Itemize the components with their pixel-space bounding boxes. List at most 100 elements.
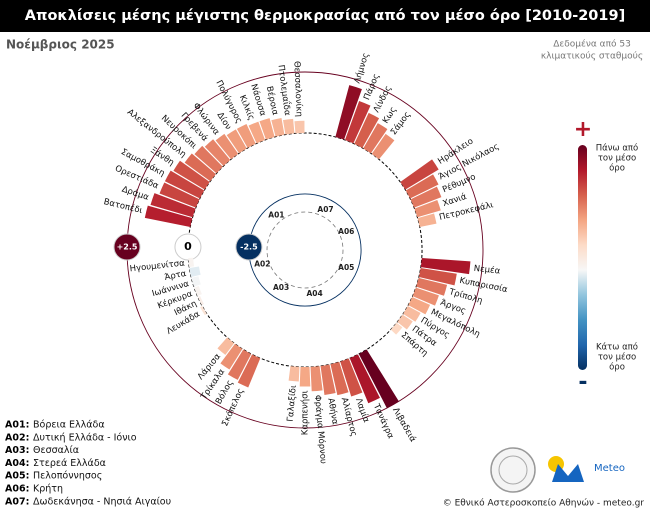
note: Δεδομένα από 53	[553, 39, 631, 50]
grid-circle	[187, 132, 423, 368]
legend-name: Στερεά Ελλάδα	[33, 458, 106, 469]
station-label: Γαλαξίδι	[286, 385, 299, 423]
tick-marker	[174, 233, 202, 261]
colorbar-sign: +	[574, 117, 592, 142]
bar	[330, 361, 349, 396]
bar	[283, 118, 295, 135]
logo-text: Meteo	[594, 463, 625, 474]
bar	[320, 364, 336, 396]
bar	[227, 349, 252, 380]
bar	[144, 205, 193, 227]
title-bar	[0, 0, 650, 32]
legend-name: Πελοπόννησος	[33, 471, 102, 482]
bar	[271, 117, 285, 137]
legend-name: Βόρεια Ελλάδα	[33, 420, 105, 431]
region-label: A03	[273, 283, 289, 292]
credit: © Εθνικό Αστεροσκοπείο Αθηνών - meteo.gr	[443, 498, 645, 509]
bar	[335, 85, 362, 140]
colorbar-label: όρο	[609, 163, 625, 174]
seal-logo	[490, 447, 536, 493]
grid-circle	[248, 193, 362, 307]
legend-code: A02:	[5, 432, 29, 443]
bar	[217, 337, 235, 355]
bar	[371, 133, 395, 160]
legend-code: A01:	[5, 420, 29, 431]
bar	[288, 366, 300, 382]
bar	[220, 343, 243, 370]
bar	[299, 366, 311, 387]
region-label: A02	[254, 259, 270, 268]
legend-name: Δωδεκάνησα - Νησιά Αιγαίου	[33, 496, 171, 507]
bar	[204, 139, 231, 167]
bar	[248, 121, 266, 144]
bar	[408, 296, 431, 315]
bar	[150, 193, 196, 218]
station-label: Δράμα	[120, 185, 150, 203]
station-label: Νεμέα	[473, 263, 501, 277]
legend-code: A05:	[5, 471, 29, 482]
bar	[420, 258, 471, 275]
bar	[188, 257, 195, 268]
bar	[400, 159, 439, 190]
station-label: Λιβαδειά	[390, 406, 418, 444]
tick-label: 0	[184, 240, 192, 253]
bar	[194, 286, 202, 297]
station-label: Αθήνα	[325, 397, 340, 425]
bar	[417, 213, 437, 227]
legend-code: A06:	[5, 484, 29, 495]
region-label: A01	[268, 210, 284, 219]
bar	[310, 366, 323, 392]
bar	[358, 349, 399, 409]
tick-marker	[113, 233, 141, 261]
bar	[159, 182, 200, 208]
bar	[184, 153, 216, 182]
bar	[418, 268, 457, 286]
legend-code: A07:	[5, 496, 29, 507]
colorbar-label: όρο	[609, 362, 625, 373]
bar	[164, 170, 205, 199]
title: Αποκλίσεις μέσης μέγιστης θερμοκρασίας α…	[25, 8, 625, 24]
station-label: Τανάγρα	[370, 402, 395, 441]
meteo-logo: Meteo	[548, 456, 625, 482]
bar	[259, 118, 275, 140]
legend-name: Κρήτη	[33, 484, 63, 495]
bar	[412, 287, 439, 306]
tick-marker	[235, 233, 263, 261]
bar	[197, 296, 204, 306]
bar	[414, 199, 441, 218]
bar	[191, 276, 201, 287]
bar	[354, 112, 380, 148]
region-label: A04	[306, 289, 322, 298]
bar	[390, 322, 403, 335]
bar	[340, 358, 363, 397]
legend-name: Θεσσαλία	[33, 445, 79, 456]
bar	[344, 101, 371, 144]
station-label: Καρπενήσι	[301, 390, 311, 435]
region-label: A06	[338, 227, 354, 236]
bar	[416, 277, 448, 296]
bar	[410, 186, 442, 208]
bar	[405, 174, 439, 199]
colorbar	[578, 145, 587, 370]
period: Νοέμβριος 2025	[6, 38, 115, 52]
bar	[173, 160, 210, 190]
bar	[349, 354, 380, 404]
note: κλιματικούς σταθμούς	[541, 51, 643, 62]
tick-label: +2.5	[117, 243, 138, 252]
bar	[194, 145, 223, 174]
bar	[215, 133, 239, 160]
bar	[363, 123, 388, 154]
station-label: Άρτα	[164, 269, 188, 283]
bar	[403, 306, 421, 322]
legend-name: Δυτική Ελλάδα - Ιόνιο	[33, 432, 137, 443]
bar	[294, 120, 305, 134]
colorbar-sign: -	[578, 370, 587, 395]
bar	[237, 354, 261, 388]
bar	[189, 266, 201, 277]
bar	[226, 129, 247, 154]
region-label: A07	[317, 205, 333, 214]
colorbar-label: Κάτω από	[596, 342, 638, 353]
bar	[200, 306, 207, 316]
bar	[397, 314, 413, 330]
